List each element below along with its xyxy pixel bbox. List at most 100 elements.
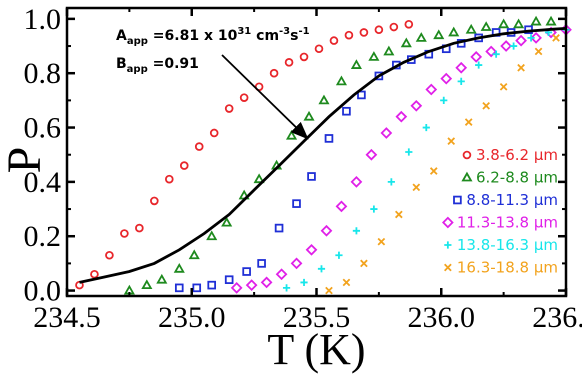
annotation-a-app: Aapp =6.81 x 1031 cm-3s-1 — [116, 26, 310, 47]
data-point-triangle — [141, 279, 153, 290]
annotation-part: B — [116, 56, 127, 72]
data-point-diamond — [500, 40, 512, 52]
annotation-part: cm — [251, 28, 279, 44]
data-point-triangle — [513, 18, 525, 29]
data-point-triangle — [173, 263, 185, 273]
data-point-square — [324, 134, 334, 143]
x-tick-label: 235.0 — [158, 301, 226, 334]
data-point-triangle — [253, 173, 265, 184]
annotation-b-app: Bapp =0.91 — [116, 56, 199, 75]
data-point-circle — [224, 104, 234, 113]
data-point-triangle — [415, 32, 427, 42]
y-axis-label: P — [0, 147, 51, 174]
data-point-square — [192, 283, 202, 293]
legend-marker-diamond — [441, 216, 454, 229]
data-point-diamond — [440, 72, 453, 85]
y-tick-label: 0.2 — [24, 220, 62, 253]
data-point-plus — [387, 178, 395, 186]
data-point-diamond — [365, 148, 378, 161]
data-point-diamond — [425, 83, 438, 96]
data-point-plus — [370, 205, 378, 213]
annotation-part: -3 — [279, 26, 290, 37]
legend-marker-x — [444, 263, 452, 272]
annotation-part: -1 — [298, 26, 309, 37]
legend-label: 16.3-18.8 μm — [457, 259, 558, 277]
data-point-triangle — [303, 110, 315, 121]
annotation-part: app — [127, 36, 148, 47]
y-tick-label: 0.4 — [24, 166, 62, 199]
y-tick-label: 1.0 — [24, 3, 62, 36]
data-point-circle — [164, 174, 174, 184]
data-point-diamond — [395, 110, 408, 123]
x-tick-label: 236.5 — [532, 301, 582, 334]
data-point-diamond — [380, 127, 393, 139]
data-point-circle — [404, 20, 414, 29]
data-point-diamond — [320, 224, 333, 237]
annotation-part: 31 — [237, 26, 251, 37]
data-point-triangle — [350, 59, 362, 69]
data-point-x — [394, 210, 403, 219]
data-point-circle — [374, 25, 384, 35]
data-point-circle — [284, 58, 294, 67]
legend-marker-circle — [462, 150, 472, 160]
annotation-part: app — [127, 64, 148, 75]
data-point-diamond — [470, 51, 483, 63]
data-point-plus — [335, 251, 343, 259]
x-tick-label: 234.5 — [33, 301, 101, 334]
data-point-diamond — [350, 176, 363, 188]
data-point-diamond — [530, 32, 542, 44]
data-point-circle — [329, 36, 339, 45]
data-point-square — [207, 280, 217, 290]
data-point-circle — [179, 161, 189, 170]
data-point-square — [307, 172, 316, 181]
data-point-circle — [150, 196, 159, 206]
data-point-circle — [344, 30, 354, 40]
data-point-triangle — [318, 94, 330, 105]
data-point-square — [257, 259, 266, 268]
data-point-x — [464, 118, 473, 126]
data-point-circle — [314, 44, 324, 54]
data-point-circle — [389, 22, 399, 32]
plot-content — [75, 15, 572, 295]
series-triangle — [123, 15, 557, 295]
data-point-circle — [120, 229, 129, 238]
data-point-diamond — [455, 61, 468, 74]
legend-marker-plus — [444, 241, 452, 249]
data-point-diamond — [245, 279, 258, 292]
data-point-plus — [492, 50, 500, 58]
data-point-plus — [510, 42, 518, 50]
data-point-diamond — [410, 99, 423, 112]
data-point-x — [534, 47, 543, 56]
y-tick-label: 0.8 — [24, 57, 62, 90]
series-circle — [75, 20, 414, 290]
data-point-x — [412, 183, 421, 192]
data-point-triangle — [335, 75, 348, 86]
data-point-square — [374, 71, 384, 81]
data-point-diamond — [275, 268, 288, 281]
data-point-circle — [194, 142, 204, 151]
annotation-part: =6.81 x 10 — [148, 28, 238, 44]
data-point-triangle — [206, 230, 218, 241]
data-point-diamond — [335, 200, 348, 213]
data-point-x — [482, 101, 490, 110]
x-axis-label: T (K) — [267, 325, 365, 374]
data-point-circle — [105, 250, 114, 260]
data-point-plus — [457, 77, 465, 85]
data-point-triangle — [188, 249, 200, 260]
data-point-square — [342, 106, 351, 116]
fit-curve — [79, 27, 567, 284]
data-point-triangle — [530, 15, 542, 26]
data-point-x — [447, 137, 456, 145]
x-tick-label: 235.5 — [283, 301, 351, 334]
data-point-square — [357, 90, 366, 100]
data-point-triangle — [285, 129, 298, 140]
data-point-plus — [317, 265, 326, 273]
data-point-diamond — [260, 276, 273, 289]
y-tick-label: 0.6 — [24, 112, 62, 145]
data-point-circle — [269, 68, 279, 78]
annotation-part: s — [290, 28, 298, 44]
legend-label: 6.2-8.8 μm — [476, 169, 558, 187]
legend-label: 11.3-13.8 μm — [457, 214, 558, 232]
data-point-triangle — [448, 26, 460, 37]
